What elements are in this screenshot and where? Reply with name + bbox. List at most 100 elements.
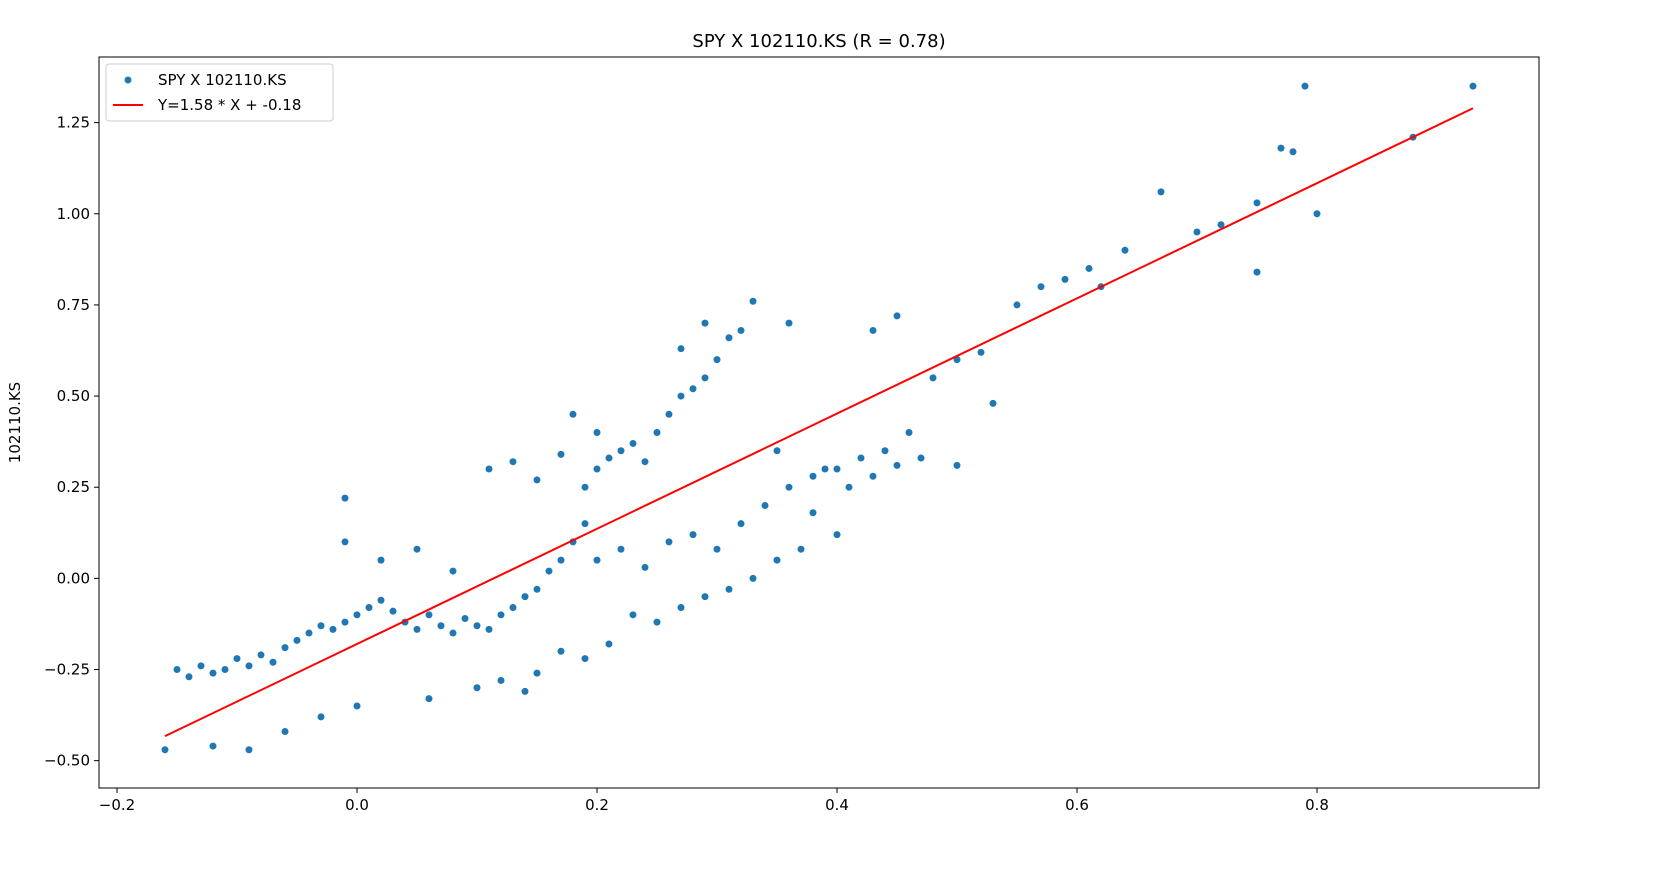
- scatter-point: [629, 611, 637, 619]
- scatter-point: [1121, 246, 1129, 254]
- scatter-point: [617, 447, 625, 455]
- scatter-point: [497, 676, 505, 684]
- y-axis-label: 102110.KS: [6, 382, 24, 463]
- scatter-point: [1289, 148, 1297, 156]
- x-tick-label: −0.2: [99, 796, 135, 814]
- scatter-point: [485, 465, 493, 473]
- scatter-point: [365, 604, 373, 612]
- x-tick-label: 0.8: [1305, 796, 1329, 814]
- scatter-point: [737, 326, 745, 334]
- scatter-point: [269, 658, 277, 666]
- plot-area: [161, 82, 1477, 754]
- scatter-point: [581, 655, 589, 663]
- scatter-point: [329, 625, 337, 633]
- scatter-point: [845, 483, 853, 491]
- scatter-point: [581, 520, 589, 528]
- scatter-point: [245, 662, 253, 670]
- scatter-point: [449, 629, 457, 637]
- scatter-point: [317, 622, 325, 630]
- scatter-point: [629, 439, 637, 447]
- scatter-point: [545, 567, 553, 575]
- scatter-point: [1157, 188, 1165, 196]
- scatter-point: [245, 746, 253, 754]
- scatter-point: [857, 454, 865, 462]
- scatter-point: [617, 545, 625, 553]
- scatter-point: [641, 563, 649, 571]
- scatter-point: [821, 465, 829, 473]
- scatter-point: [665, 538, 673, 546]
- scatter-point: [593, 556, 601, 564]
- scatter-point: [209, 742, 217, 750]
- scatter-point: [377, 596, 385, 604]
- scatter-point: [869, 326, 877, 334]
- scatter-point: [677, 604, 685, 612]
- scatter-point: [521, 593, 529, 601]
- y-tick-label: 0.75: [57, 296, 90, 314]
- scatter-point: [185, 673, 193, 681]
- legend-label-fit-line: Y=1.58 * X + -0.18: [157, 96, 301, 114]
- scatter-point: [641, 458, 649, 466]
- scatter-point: [353, 611, 361, 619]
- scatter-point: [1253, 268, 1261, 276]
- scatter-point: [929, 374, 937, 382]
- scatter-point: [161, 746, 169, 754]
- scatter-point: [497, 611, 505, 619]
- scatter-point: [725, 585, 733, 593]
- scatter-point: [701, 319, 709, 327]
- scatter-point: [1313, 210, 1321, 218]
- scatter-point: [281, 644, 289, 652]
- scatter-point: [953, 461, 961, 469]
- legend-box: [105, 63, 334, 122]
- scatter-point: [413, 545, 421, 553]
- scatter-point: [389, 607, 397, 615]
- scatter-point: [833, 465, 841, 473]
- scatter-point: [893, 312, 901, 320]
- scatter-point: [749, 297, 757, 305]
- scatter-point: [785, 319, 793, 327]
- scatter-point: [449, 567, 457, 575]
- scatter-point: [761, 501, 769, 509]
- scatter-point: [557, 450, 565, 458]
- scatter-point: [605, 454, 613, 462]
- scatter-point: [833, 531, 841, 539]
- scatter-point: [437, 622, 445, 630]
- scatter-point: [425, 611, 433, 619]
- scatter-point: [605, 640, 613, 648]
- scatter-point: [977, 348, 985, 356]
- scatter-point: [1277, 144, 1285, 152]
- scatter-point: [689, 531, 697, 539]
- scatter-point: [317, 713, 325, 721]
- scatter-point: [281, 727, 289, 735]
- scatter-point: [533, 669, 541, 677]
- scatter-point: [341, 538, 349, 546]
- scatter-point: [677, 392, 685, 400]
- scatter-point: [689, 385, 697, 393]
- scatter-point: [785, 483, 793, 491]
- plot-frame: [98, 56, 1540, 789]
- scatter-point: [1253, 199, 1261, 207]
- scatter-point: [905, 429, 913, 437]
- scatter-point: [305, 629, 313, 637]
- scatter-point: [725, 334, 733, 342]
- scatter-point: [773, 447, 781, 455]
- scatter-point: [881, 447, 889, 455]
- scatter-point: [1217, 221, 1225, 229]
- legend: SPY X 102110.KS Y=1.58 * X + -0.18: [105, 63, 334, 122]
- scatter-point: [869, 472, 877, 480]
- scatter-point: [1469, 82, 1477, 90]
- scatter-point: [233, 655, 241, 663]
- scatter-point: [521, 687, 529, 695]
- scatter-point: [1085, 264, 1093, 272]
- chart-title: SPY X 102110.KS (R = 0.78): [692, 31, 945, 52]
- scatter-point: [557, 556, 565, 564]
- scatter-point: [341, 618, 349, 626]
- y-tick-label: 0.50: [57, 387, 90, 405]
- scatter-point: [1301, 82, 1309, 90]
- scatter-point: [257, 651, 265, 659]
- scatter-point: [293, 636, 301, 644]
- y-tick-label: 1.25: [57, 114, 90, 132]
- y-tick-label: −0.50: [44, 752, 90, 770]
- x-tick-label: 0.4: [825, 796, 849, 814]
- scatter-point: [593, 465, 601, 473]
